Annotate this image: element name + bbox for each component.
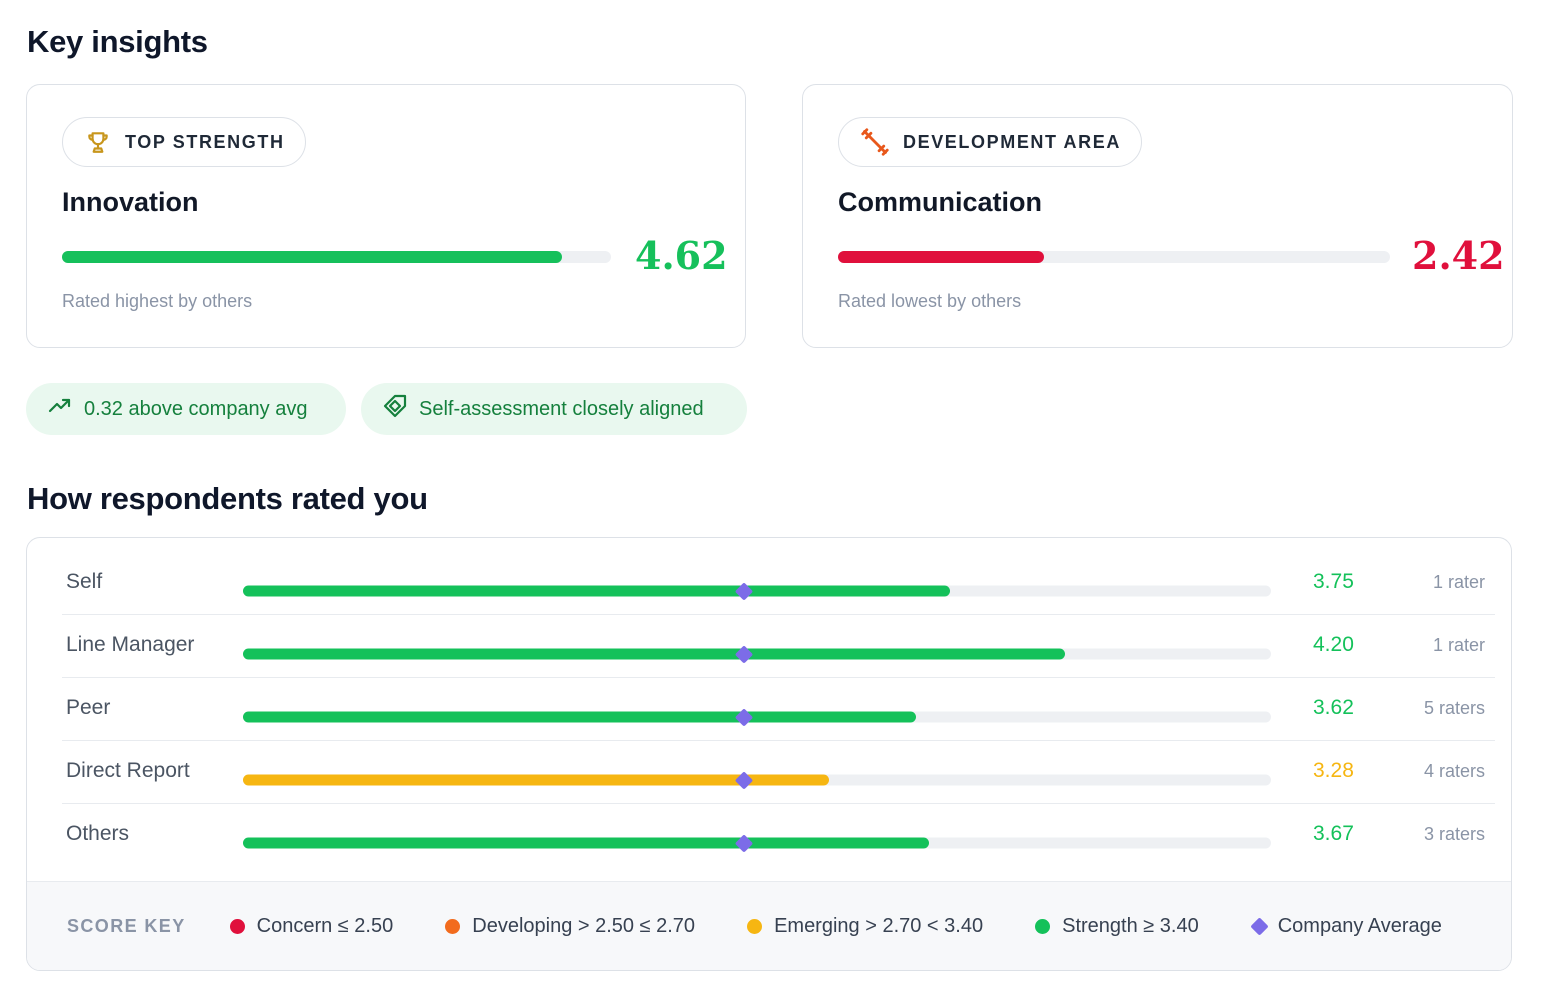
score-key-developing: Developing > 2.50 ≤ 2.70: [445, 915, 695, 938]
key-insights-title: Key insights: [27, 24, 208, 59]
rating-row-label: Line Manager: [66, 633, 195, 656]
rating-score: 3.75: [1313, 570, 1354, 593]
top-strength-label: TOP STRENGTH: [125, 131, 285, 152]
development-area-bar-fill: [838, 251, 1044, 263]
top-strength-name: Innovation: [62, 187, 199, 217]
top-strength-bar-fill: [62, 251, 562, 263]
rating-row-label: Others: [66, 822, 130, 845]
trophy-icon: [85, 129, 111, 155]
rater-count: 3 raters: [1423, 824, 1485, 844]
rating-bar: [243, 707, 1271, 727]
development-area-pill: DEVELOPMENT AREA: [838, 117, 1142, 167]
rating-score: 3.28: [1313, 759, 1354, 782]
rating-bar: [243, 581, 1271, 601]
development-area-label: DEVELOPMENT AREA: [903, 131, 1121, 152]
rating-bar: [243, 770, 1271, 790]
top-strength-note: Rated highest by others: [62, 291, 253, 311]
rating-bar-fill: [243, 711, 917, 723]
score-key: SCORE KEY Concern ≤ 2.50 Developing > 2.…: [27, 881, 1511, 970]
rater-count: 1 rater: [1432, 572, 1485, 592]
rating-bar: [243, 833, 1271, 853]
score-key-label: Emerging > 2.70 < 3.40: [774, 914, 984, 937]
rating-row-peer: Peer 3.62 5 raters: [62, 678, 1495, 741]
rating-row-self: Self 3.75 1 rater: [62, 552, 1495, 615]
respondents-title: How respondents rated you: [27, 481, 428, 516]
strength-dot-icon: [1035, 918, 1051, 934]
dumbbell-icon: [861, 128, 889, 156]
self-assessment-text: Self-assessment closely aligned: [419, 397, 704, 420]
score-key-label: Company Average: [1277, 914, 1442, 937]
score-key-company-average: Company Average: [1250, 914, 1442, 938]
rater-count: 1 rater: [1432, 635, 1485, 655]
developing-dot-icon: [445, 918, 461, 934]
rating-row-label: Direct Report: [66, 759, 190, 782]
trend-up-icon: [48, 394, 72, 424]
rating-bar-fill: [243, 837, 930, 849]
development-area-score: 2.42: [1412, 233, 1505, 278]
top-strength-score: 4.62: [635, 233, 728, 278]
score-key-label: Developing > 2.50 ≤ 2.70: [472, 914, 696, 937]
rating-row-label: Self: [66, 570, 103, 593]
rating-row-label: Peer: [66, 696, 111, 719]
rating-row-line-manager: Line Manager 4.20 1 rater: [62, 615, 1495, 678]
rating-bar: [243, 644, 1271, 664]
score-key-title: SCORE KEY: [67, 915, 186, 936]
development-area-note: Rated lowest by others: [838, 291, 1022, 311]
development-area-card: DEVELOPMENT AREA Communication 2.42 Rate…: [802, 84, 1513, 348]
top-strength-bar: [62, 251, 611, 263]
self-assessment-chip: Self-assessment closely aligned: [361, 383, 747, 435]
above-company-avg-chip: 0.32 above company avg: [26, 383, 346, 435]
rating-row-direct-report: Direct Report 3.28 4 raters: [62, 741, 1495, 804]
emerging-dot-icon: [747, 918, 763, 934]
rating-score: 3.62: [1313, 696, 1354, 719]
score-key-label: Strength ≥ 3.40: [1062, 914, 1199, 937]
score-key-concern: Concern ≤ 2.50: [229, 914, 394, 938]
respondents-panel: Self 3.75 1 rater Line Manager 4.20 1 ra…: [26, 537, 1512, 971]
score-key-emerging: Emerging > 2.70 < 3.40: [747, 915, 983, 938]
rater-count: 5 raters: [1423, 698, 1485, 718]
top-strength-card: TOP STRENGTH Innovation 4.62 Rated highe…: [26, 84, 746, 348]
above-company-avg-text: 0.32 above company avg: [84, 397, 308, 420]
concern-dot-icon: [229, 918, 245, 934]
score-key-strength: Strength ≥ 3.40: [1035, 915, 1199, 938]
rating-bar-fill: [243, 774, 829, 786]
rating-bar-fill: [243, 648, 1066, 660]
rating-bar-fill: [243, 585, 950, 597]
rater-count: 4 raters: [1423, 761, 1485, 781]
tag-icon: [383, 394, 407, 424]
rating-row-others: Others 3.67 3 raters: [62, 804, 1495, 867]
company-average-diamond-icon: [1250, 916, 1269, 936]
score-key-label: Concern ≤ 2.50: [256, 914, 394, 937]
rating-score: 3.67: [1313, 822, 1354, 845]
development-area-bar: [838, 251, 1390, 263]
development-area-name: Communication: [838, 187, 1043, 217]
rating-score: 4.20: [1313, 633, 1354, 656]
top-strength-pill: TOP STRENGTH: [62, 117, 306, 167]
